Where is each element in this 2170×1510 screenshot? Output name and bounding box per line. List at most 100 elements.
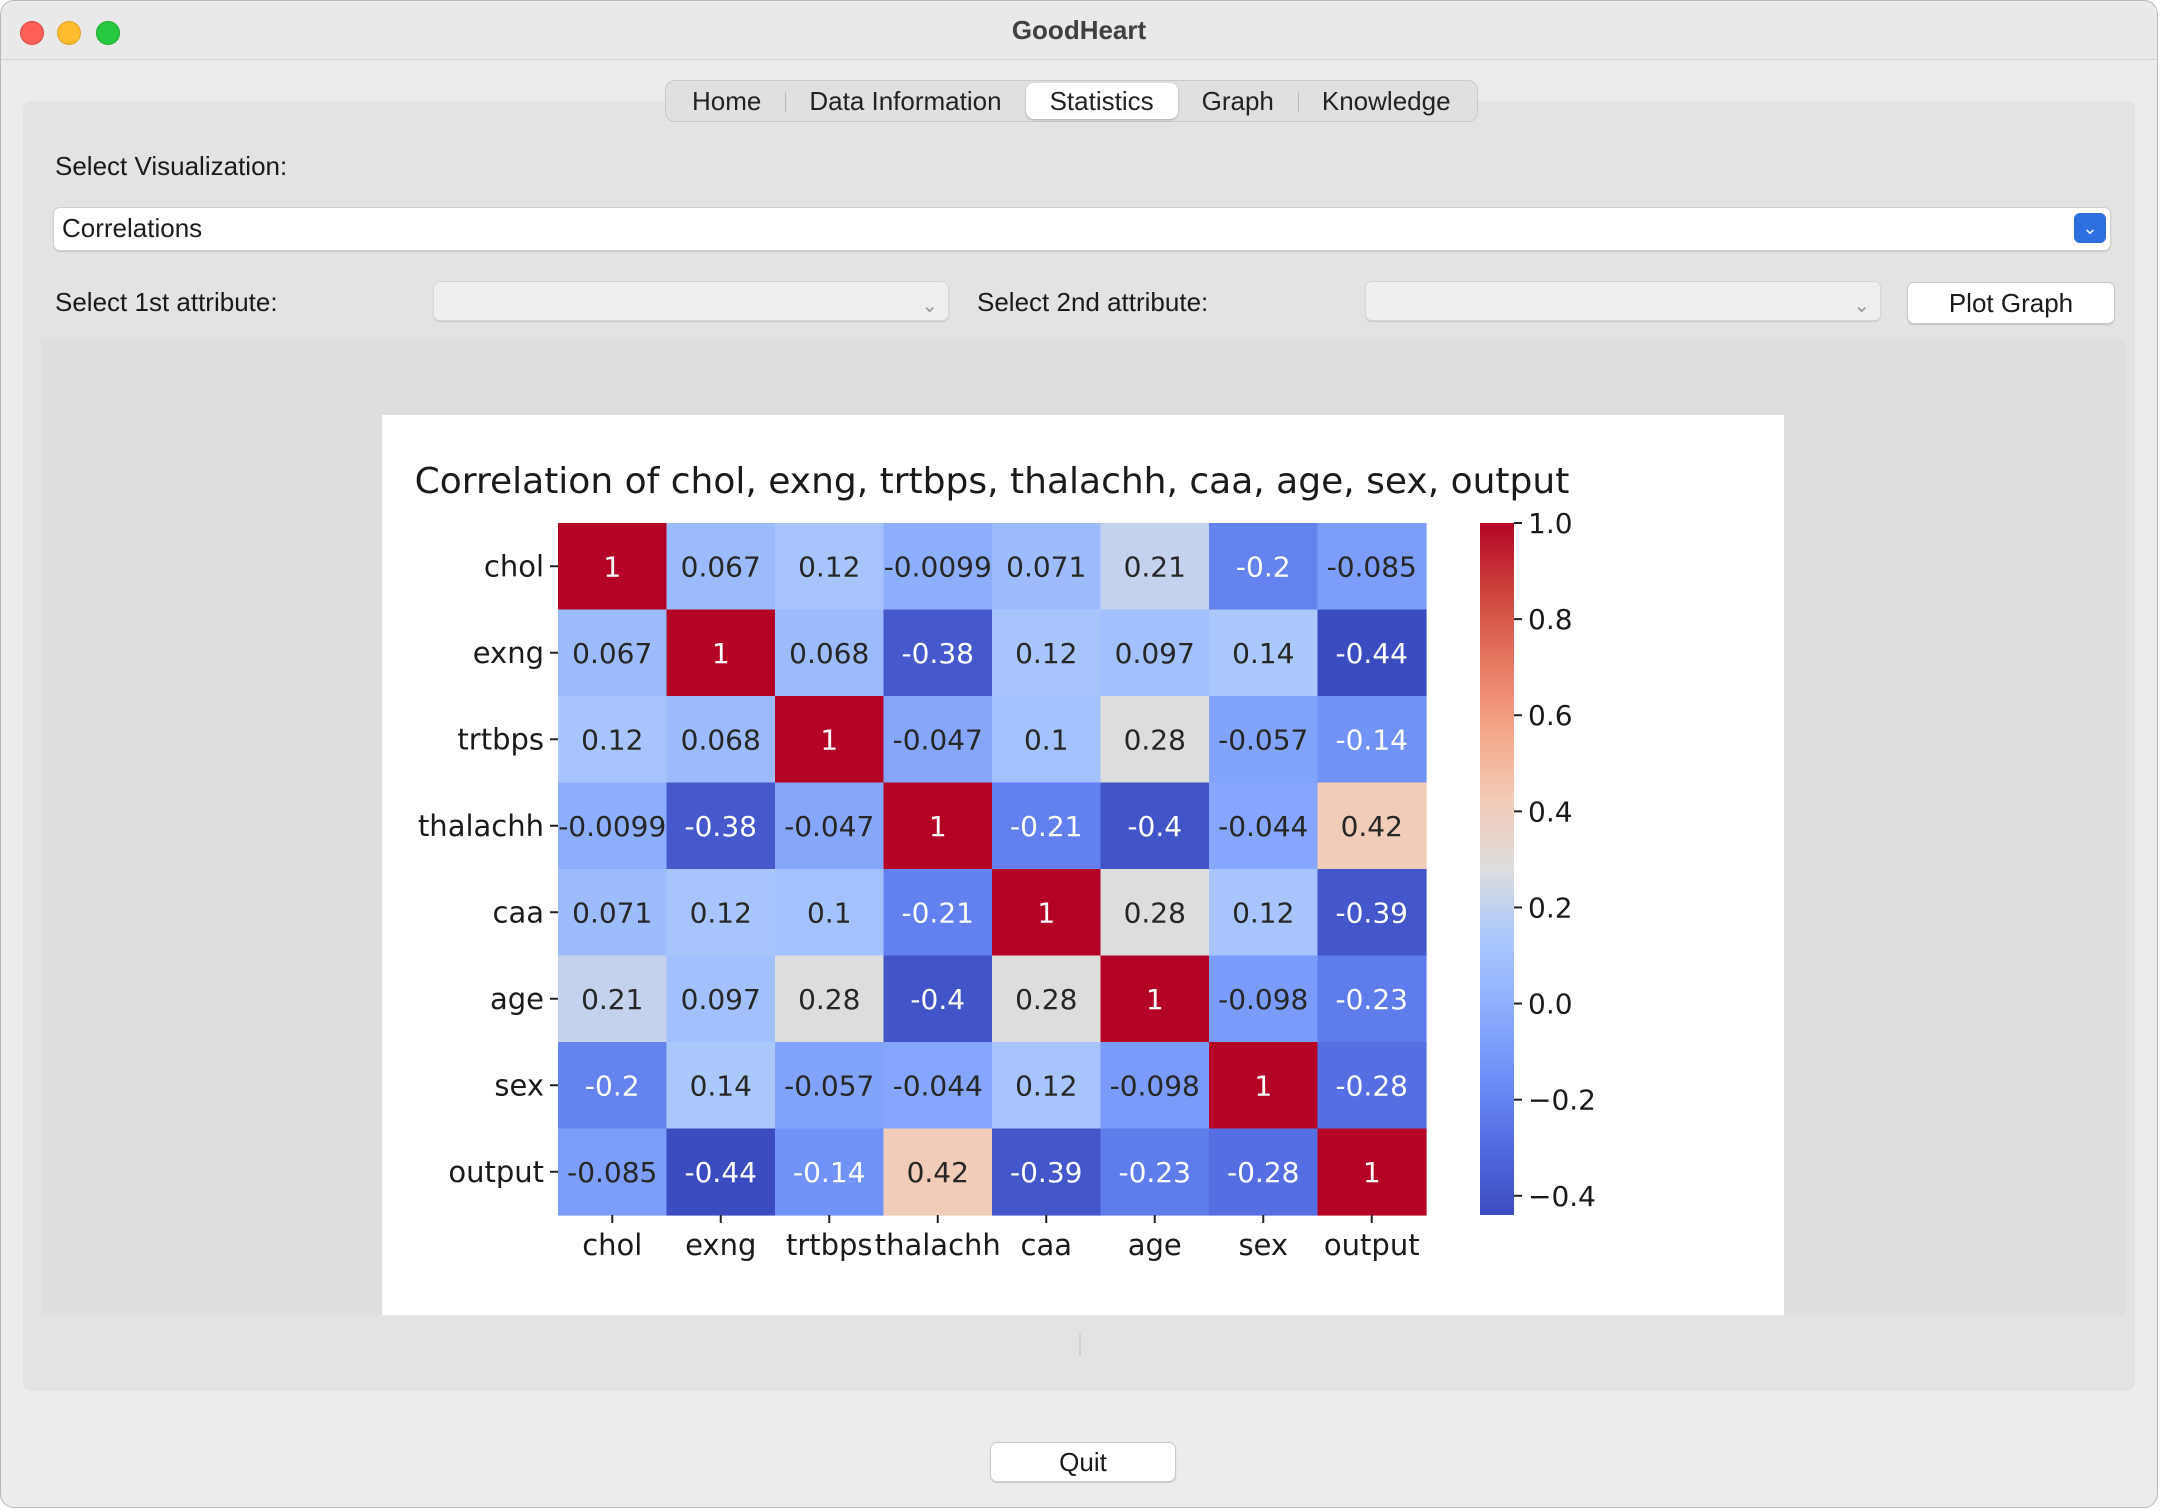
- cell-value-label: 0.071: [572, 896, 652, 929]
- x-tick-label: age: [1128, 1228, 1182, 1262]
- heatmap-cell: [1100, 609, 1210, 697]
- plot-graph-button[interactable]: Plot Graph: [1907, 282, 2115, 324]
- window-title: GoodHeart: [1011, 15, 1147, 45]
- cell-value-label: -0.2: [585, 1069, 640, 1102]
- cell-value-label: 0.12: [581, 723, 643, 756]
- visualization-select-value: Correlations: [62, 213, 203, 243]
- heatmap-cell: [666, 1042, 776, 1130]
- y-tick-label: caa: [493, 895, 545, 929]
- chevron-down-icon: ⌄: [2074, 213, 2106, 243]
- cell-value-label: -0.21: [1010, 810, 1082, 843]
- cell-value-label: 1: [1254, 1069, 1272, 1102]
- cell-value-label: 0.12: [798, 550, 860, 583]
- heatmap-cell: [558, 1128, 668, 1216]
- heatmap-cell: [666, 523, 776, 611]
- heatmap-cell: [666, 609, 776, 697]
- colorbar-tick-label: 0.2: [1528, 891, 1573, 924]
- heatmap-cell: [666, 869, 776, 957]
- tab-graph[interactable]: Graph: [1201, 86, 1274, 116]
- cell-value-label: -0.085: [1327, 550, 1417, 583]
- cell-value-label: 0.28: [1124, 896, 1186, 929]
- colorbar-tick-label: 0.4: [1528, 795, 1573, 828]
- y-tick-label: trtbps: [457, 722, 544, 756]
- heatmap-chart: Correlation of chol, exng, trtbps, thala…: [415, 461, 1596, 1262]
- quit-button[interactable]: Quit: [990, 1442, 1176, 1482]
- splitter-handle[interactable]: [1079, 1334, 1081, 1356]
- cell-value-label: 0.14: [1232, 637, 1294, 670]
- cell-value-label: 1: [929, 810, 947, 843]
- chevron-down-icon: ⌄: [921, 295, 938, 317]
- y-tick-label: sex: [494, 1068, 544, 1102]
- cell-value-label: 1: [1146, 983, 1164, 1016]
- cell-value-label: 0.067: [572, 637, 652, 670]
- heatmap-cell: [1317, 696, 1427, 784]
- heatmap-cell: [1209, 869, 1319, 957]
- heatmap-cell: [883, 1128, 993, 1216]
- cell-value-label: 0.28: [1015, 983, 1077, 1016]
- heatmap-cell: [558, 955, 668, 1043]
- heatmap-cell: [775, 955, 885, 1043]
- heatmap-cell: [883, 955, 993, 1043]
- heatmap-cell: [1317, 1128, 1427, 1216]
- colorbar-tick-label: −0.2: [1528, 1084, 1596, 1117]
- heatmap-cell: [558, 869, 668, 957]
- cell-value-label: -0.047: [784, 810, 874, 843]
- heatmap-cell: [992, 609, 1102, 697]
- heatmap-cell: [558, 1042, 668, 1130]
- heatmap-cell: [1209, 955, 1319, 1043]
- cell-value-label: 1: [820, 723, 838, 756]
- heatmap-cell: [775, 1128, 885, 1216]
- heatmap-cell: [1209, 1128, 1319, 1216]
- cell-value-label: -0.39: [1010, 1156, 1082, 1189]
- zoom-window-button[interactable]: [96, 21, 120, 45]
- heatmap-cell: [558, 609, 668, 697]
- tab-data-information[interactable]: Data Information: [785, 83, 1025, 119]
- heatmap-cell: [558, 782, 668, 870]
- x-tick-label: sex: [1238, 1228, 1288, 1262]
- visualization-select[interactable]: Correlations ⌄: [53, 207, 2111, 251]
- cell-value-label: 0.067: [681, 550, 761, 583]
- heatmap-cell: [992, 782, 1102, 870]
- heatmap-cell: [1317, 523, 1427, 611]
- x-tick-label: output: [1324, 1228, 1420, 1262]
- chart-title: Correlation of chol, exng, trtbps, thala…: [415, 461, 1570, 502]
- cell-value-label: 1: [712, 637, 730, 670]
- second-attribute-select[interactable]: ⌄: [1365, 281, 1881, 321]
- heatmap-cell: [1209, 782, 1319, 870]
- tab-home[interactable]: Home: [692, 86, 762, 116]
- colorbar-tick-label: 0.6: [1528, 699, 1573, 732]
- cell-value-label: 0.071: [1006, 550, 1086, 583]
- cell-value-label: 0.1: [807, 896, 852, 929]
- correlation-figure: Correlation of chol, exng, trtbps, thala…: [382, 415, 1784, 1315]
- cell-value-label: -0.28: [1227, 1156, 1299, 1189]
- first-attribute-label: Select 1st attribute:: [55, 287, 278, 317]
- heatmap-cell: [558, 696, 668, 784]
- minimize-window-button[interactable]: [57, 21, 81, 45]
- cell-value-label: 0.1: [1024, 723, 1069, 756]
- heatmap-cell: [1209, 1042, 1319, 1130]
- tab-knowledge[interactable]: Knowledge: [1297, 83, 1475, 119]
- heatmap-cell: [775, 869, 885, 957]
- heatmap-cell: [666, 696, 776, 784]
- colorbar-tick-label: 1.0: [1528, 507, 1573, 540]
- heatmap-cell: [883, 782, 993, 870]
- heatmap-cell: [775, 782, 885, 870]
- heatmap-cell: [883, 696, 993, 784]
- cell-value-label: 0.28: [1124, 723, 1186, 756]
- heatmap-cell: [1100, 523, 1210, 611]
- y-tick-label: thalachh: [418, 809, 544, 843]
- cell-value-label: 1: [1037, 896, 1055, 929]
- heatmap-cell: [1100, 782, 1210, 870]
- heatmap-cell: [1317, 609, 1427, 697]
- tab-statistics[interactable]: Statistics: [1025, 83, 1178, 119]
- cell-value-label: -0.047: [893, 723, 983, 756]
- first-attribute-select[interactable]: ⌄: [433, 281, 949, 321]
- x-tick-label: caa: [1021, 1228, 1073, 1262]
- chevron-down-icon: ⌄: [1853, 295, 1870, 317]
- title-bar: GoodHeart: [1, 1, 2157, 60]
- heatmap-cell: [992, 523, 1102, 611]
- cell-value-label: -0.44: [685, 1156, 757, 1189]
- close-window-button[interactable]: [20, 21, 44, 45]
- cell-value-label: 0.12: [1015, 1069, 1077, 1102]
- tab-bar: Home Data Information Statistics Graph K…: [665, 80, 1478, 122]
